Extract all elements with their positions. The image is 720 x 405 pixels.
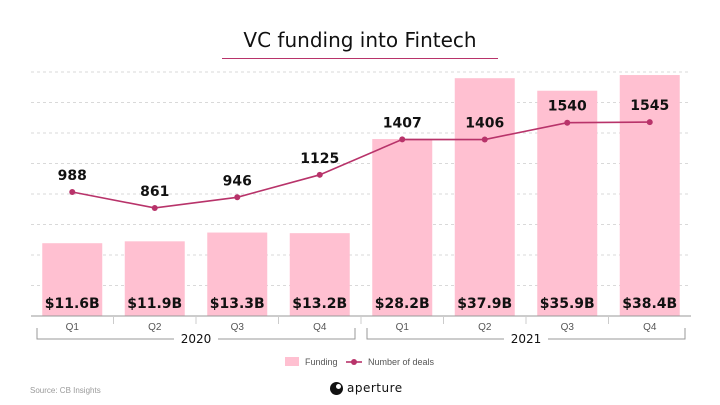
x-tick-label: Q2: [478, 322, 492, 333]
bar-value-label: $11.6B: [45, 296, 100, 312]
legend-deals-marker: [351, 359, 357, 365]
bar-6: [454, 78, 515, 317]
deals-point-7: [564, 119, 571, 126]
x-tick-label: Q4: [313, 322, 327, 333]
bar-value-label: $13.2B: [292, 296, 347, 312]
bar-8: [619, 75, 680, 316]
x-tick-label: Q2: [148, 322, 162, 333]
x-tick-label: Q1: [396, 322, 410, 333]
x-tick-label: Q1: [66, 322, 80, 333]
x-tick-label: Q3: [561, 322, 575, 333]
bar-value-label: $13.3B: [210, 296, 265, 312]
chart-title: VC funding into Fintech: [243, 28, 477, 52]
deals-point-8: [646, 119, 653, 126]
deals-value-label: 946: [223, 173, 252, 189]
group-bracket-right: [548, 328, 686, 340]
bar-3: [207, 232, 268, 316]
deals-point-2: [151, 204, 158, 211]
deals-value-label: 988: [58, 168, 87, 184]
bar-1: [42, 243, 103, 316]
bar-5: [372, 139, 433, 316]
legend-funding-label: Funding: [305, 357, 338, 367]
title-underline: [222, 58, 498, 59]
deals-point-4: [316, 171, 323, 178]
deals-value-label: 1407: [383, 115, 422, 131]
deals-line: [72, 121, 650, 209]
bar-value-label: $11.9B: [127, 296, 182, 312]
deals-value-label: 1540: [548, 99, 587, 115]
bar-7: [537, 90, 598, 316]
legend-funding-swatch: [285, 357, 299, 366]
deals-value-label: 1125: [300, 151, 339, 167]
x-tick-label: Q3: [231, 322, 245, 333]
brand-logo: aperture: [330, 381, 403, 395]
deals-point-6: [481, 136, 488, 143]
deals-point-5: [399, 136, 406, 143]
group-label: 2020: [181, 332, 212, 346]
aperture-logo-icon: [330, 381, 343, 395]
source-note: Source: CB Insights: [30, 386, 101, 395]
x-tick-label: Q4: [643, 322, 657, 333]
deals-value-label: 861: [140, 184, 169, 200]
group-bracket-right: [218, 328, 356, 340]
bar-value-label: $37.9B: [457, 296, 512, 312]
bar-value-label: $35.9B: [540, 296, 595, 312]
deals-point-3: [234, 194, 241, 201]
bar-value-label: $38.4B: [622, 296, 677, 312]
deals-point-1: [69, 189, 76, 196]
group-label: 2021: [511, 332, 542, 346]
deals-value-label: 1545: [630, 98, 669, 114]
group-bracket-left: [36, 328, 174, 340]
bar-value-label: $28.2B: [375, 296, 430, 312]
bar-2: [124, 241, 185, 316]
legend-deals-label: Number of deals: [368, 357, 435, 367]
brand-name: aperture: [347, 381, 403, 395]
group-bracket-left: [366, 328, 504, 340]
deals-value-label: 1406: [465, 116, 504, 132]
bar-4: [289, 233, 350, 316]
